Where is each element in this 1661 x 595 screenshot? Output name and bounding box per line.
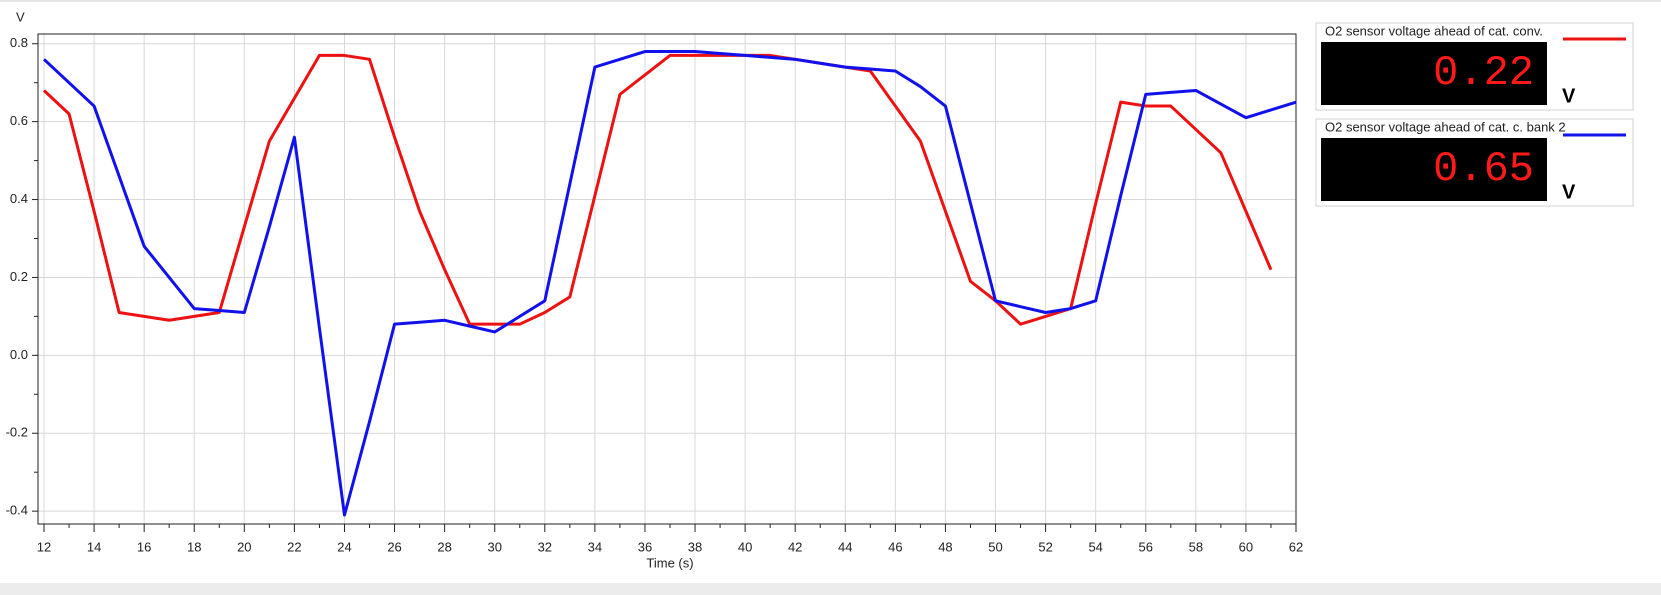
x-axis-label: Time (s) <box>646 555 693 570</box>
y-tick-label: -0.4 <box>6 503 28 518</box>
series-line <box>42 50 1297 517</box>
x-tick-label: 48 <box>938 539 952 554</box>
x-tick-label: 28 <box>437 539 451 554</box>
y-tick-label: -0.2 <box>6 425 28 440</box>
x-tick-label: 14 <box>87 539 101 554</box>
x-tick-label: 56 <box>1139 539 1153 554</box>
readout-label: O2 sensor voltage ahead of cat. conv. <box>1325 23 1543 38</box>
status-bar <box>0 583 1661 595</box>
y-tick-label: 0.4 <box>10 191 28 206</box>
x-tick-label: 36 <box>638 539 652 554</box>
readout-label: O2 sensor voltage ahead of cat. c. bank … <box>1325 119 1566 134</box>
plot-frame <box>37 33 1297 525</box>
y-tick-label: 0.2 <box>10 269 28 284</box>
x-tick-label: 26 <box>387 539 401 554</box>
x-tick-label: 40 <box>738 539 752 554</box>
x-tick-label: 52 <box>1038 539 1052 554</box>
readout-unit: V <box>1562 85 1576 107</box>
x-tick-label: 18 <box>187 539 201 554</box>
x-tick-label: 58 <box>1189 539 1203 554</box>
x-tick-label: 50 <box>988 539 1002 554</box>
x-tick-label: 20 <box>237 539 251 554</box>
x-tick-label: 60 <box>1239 539 1253 554</box>
x-tick-label: 62 <box>1289 539 1303 554</box>
x-tick-label: 54 <box>1088 539 1102 554</box>
y-tick-label: 0.6 <box>10 113 28 128</box>
top-border <box>0 0 1661 2</box>
readout-value: 0.65 <box>1433 145 1534 193</box>
y-axis-label: V <box>16 9 25 24</box>
x-tick-label: 44 <box>838 539 852 554</box>
series-line <box>42 53 1273 326</box>
x-tick-label: 16 <box>137 539 151 554</box>
readout-display <box>1321 42 1547 105</box>
readout-display <box>1321 138 1547 201</box>
readout-unit: V <box>1562 181 1576 203</box>
x-tick-label: 46 <box>888 539 902 554</box>
x-tick-label: 24 <box>337 539 351 554</box>
x-tick-label: 42 <box>788 539 802 554</box>
y-tick-label: 0.0 <box>10 347 28 362</box>
y-tick-label: 0.8 <box>10 35 28 50</box>
x-tick-label: 12 <box>37 539 51 554</box>
readout-value: 0.22 <box>1433 49 1534 97</box>
x-tick-label: 34 <box>588 539 602 554</box>
x-tick-label: 30 <box>487 539 501 554</box>
x-tick-label: 32 <box>538 539 552 554</box>
x-tick-label: 22 <box>287 539 301 554</box>
x-tick-label: 38 <box>688 539 702 554</box>
